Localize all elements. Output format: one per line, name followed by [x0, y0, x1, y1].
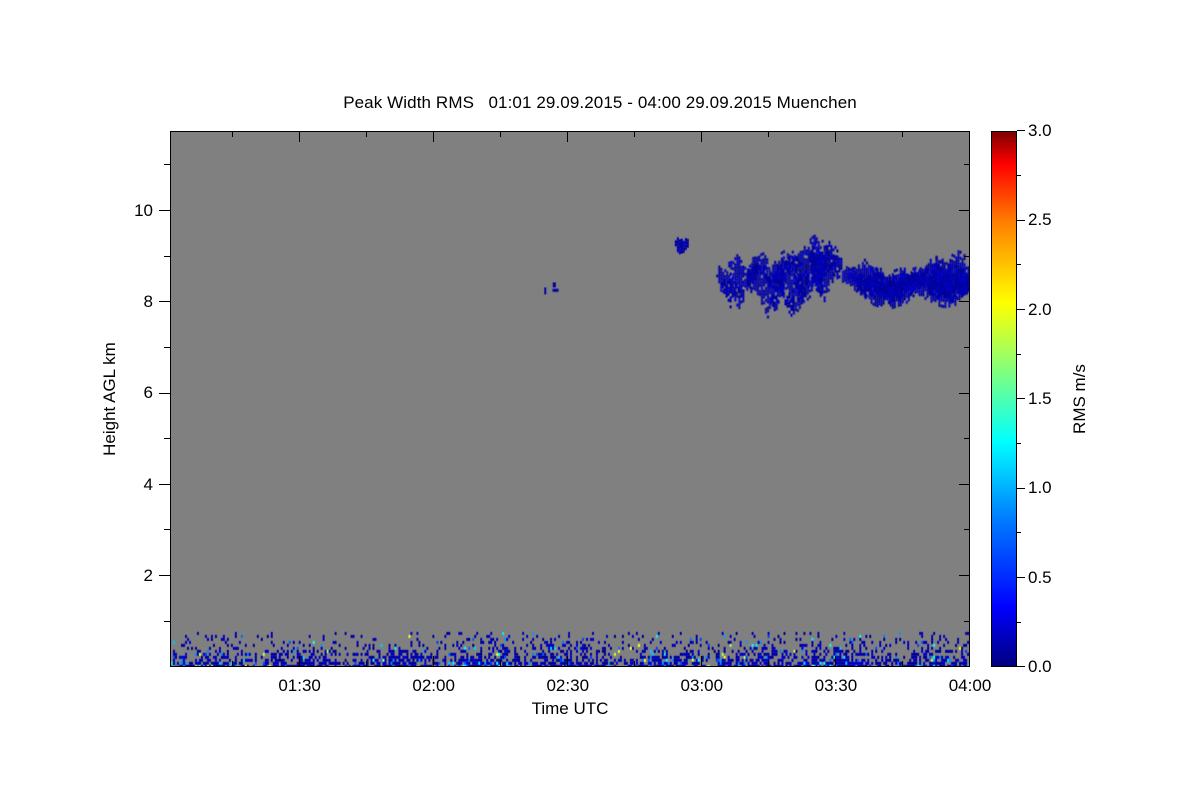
- y-tick-minor: [964, 438, 970, 440]
- y-tick-minor: [964, 346, 970, 348]
- colorbar-tick-mark: [1017, 398, 1025, 400]
- x-tick-mark: [701, 656, 703, 667]
- x-axis-title: Time UTC: [531, 699, 609, 718]
- colorbar-tick-mark: [1017, 308, 1025, 310]
- colorbar-tick-mark: [1017, 576, 1025, 578]
- x-tick-minor: [768, 661, 770, 667]
- colorbar-tick-label: 0.5: [1028, 567, 1052, 587]
- y-tick-minor: [164, 164, 170, 166]
- y-tick-mark: [959, 392, 970, 394]
- y-tick-mark: [959, 210, 970, 212]
- colorbar-tick-label: 0.0: [1028, 657, 1052, 676]
- x-tick-mark: [567, 656, 568, 667]
- x-tick-mark: [298, 656, 300, 667]
- colorbar-tick-mark: [1017, 130, 1025, 132]
- x-tick-mark: [701, 131, 703, 142]
- colorbar-tick-mark: [1017, 487, 1025, 489]
- y-tick-minor: [964, 255, 970, 257]
- x-tick-minor: [365, 661, 367, 667]
- y-tick-mark: [959, 483, 970, 485]
- x-tick-minor: [499, 661, 501, 667]
- colorbar-tick-label: 2.5: [1028, 210, 1052, 230]
- x-tick-mark: [835, 131, 837, 142]
- x-tick-minor: [634, 661, 636, 667]
- colorbar-tick-label: 3.0: [1028, 121, 1052, 140]
- y-tick-label: 10: [134, 200, 153, 220]
- y-tick-label: 4: [143, 474, 153, 494]
- x-tick-minor: [231, 661, 233, 667]
- colorbar-tick-label: 1.0: [1028, 478, 1052, 498]
- x-tick-minor: [768, 131, 770, 137]
- colorbar-title: RMS m/s: [1070, 364, 1089, 434]
- colorbar-tick-minor: [1017, 621, 1021, 623]
- y-tick-mark: [159, 575, 170, 577]
- colorbar-tick-minor: [1017, 174, 1021, 176]
- x-tick-mark: [567, 131, 568, 142]
- x-tick-label: 03:00: [680, 676, 724, 695]
- colorbar-tick-label: 2.0: [1028, 299, 1052, 319]
- x-tick-mark: [432, 131, 434, 142]
- heatmap-data-layer: [171, 132, 969, 666]
- y-tick-minor: [164, 346, 170, 348]
- y-tick-label: 8: [143, 292, 153, 312]
- colorbar-gradient: [992, 132, 1016, 666]
- y-tick-minor: [964, 620, 970, 622]
- y-tick-mark: [159, 210, 170, 212]
- page-title: Peak Width RMS 01:01 29.09.2015 - 04:00 …: [343, 93, 857, 112]
- y-tick-mark: [159, 483, 170, 485]
- x-tick-mark: [969, 131, 971, 142]
- x-tick-label: 02:00: [412, 676, 455, 695]
- y-tick-minor: [964, 529, 970, 531]
- x-tick-label: 01:30: [278, 676, 321, 695]
- x-tick-label: 04:00: [948, 676, 992, 695]
- y-tick-label: 6: [143, 383, 153, 403]
- x-tick-minor: [902, 661, 904, 667]
- colorbar-tick-minor: [1017, 532, 1021, 534]
- x-tick-minor: [231, 131, 233, 137]
- y-tick-minor: [164, 620, 170, 622]
- x-tick-minor: [902, 131, 904, 137]
- colorbar-tick-label: 1.5: [1028, 389, 1052, 408]
- x-tick-label: 02:30: [546, 676, 590, 695]
- y-tick-minor: [164, 529, 170, 531]
- x-tick-mark: [298, 131, 300, 142]
- y-axis-title: Height AGL km: [100, 342, 119, 456]
- x-tick-label: 03:30: [814, 676, 858, 695]
- y-tick-minor: [164, 255, 170, 257]
- y-tick-mark: [959, 301, 970, 303]
- x-tick-mark: [432, 656, 434, 667]
- y-tick-label: 2: [143, 565, 153, 585]
- x-tick-mark: [835, 656, 837, 667]
- x-tick-minor: [634, 131, 636, 137]
- x-tick-minor: [499, 131, 501, 137]
- colorbar-tick-mark: [1017, 219, 1025, 221]
- colorbar: [991, 131, 1017, 667]
- y-tick-mark: [959, 575, 970, 577]
- plot-area: [170, 131, 970, 667]
- x-tick-mark: [969, 656, 971, 667]
- y-tick-minor: [164, 438, 170, 440]
- colorbar-tick-minor: [1017, 264, 1021, 266]
- colorbar-tick-minor: [1017, 353, 1021, 355]
- colorbar-tick-minor: [1017, 442, 1021, 444]
- colorbar-tick-mark: [1017, 666, 1025, 668]
- x-tick-minor: [365, 131, 367, 137]
- y-tick-mark: [159, 392, 170, 394]
- y-tick-minor: [964, 164, 970, 166]
- y-tick-mark: [159, 301, 170, 303]
